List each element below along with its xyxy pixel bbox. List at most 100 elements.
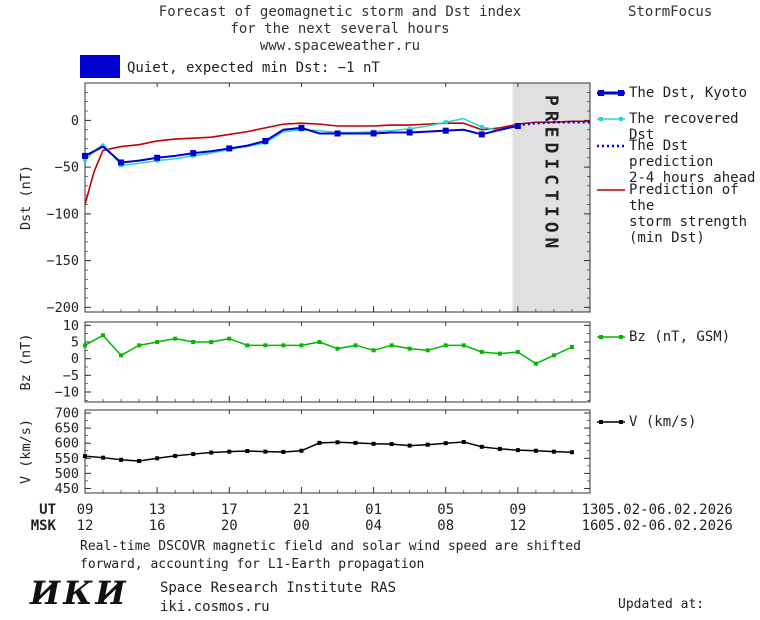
- x-axis-text: UT: [39, 502, 56, 518]
- v-line-sample: [596, 416, 626, 428]
- x-axis-text: 09: [509, 502, 526, 518]
- dst-recovered-marker: [83, 157, 87, 162]
- v-plot-ytick-label: 450: [55, 481, 79, 497]
- x-axis-text: 13: [582, 502, 599, 518]
- v-marker: [353, 440, 358, 445]
- v-plot-ytick-label: 550: [55, 451, 79, 467]
- dst-kyoto-marker: [226, 145, 233, 152]
- dst-kyoto-marker: [514, 122, 521, 129]
- dst-kyoto-line-sample: [596, 87, 626, 99]
- storm-status-label: Quiet, expected min Dst: −1 nT: [127, 60, 380, 76]
- dst-kyoto-marker: [82, 152, 88, 159]
- bz-marker: [299, 343, 304, 348]
- dst-prediction-line: [517, 121, 590, 127]
- legend-dst-prediction-label: The Dst prediction 2-4 hours ahead: [629, 138, 760, 186]
- institute-name: Space Research Institute RAS: [160, 580, 397, 596]
- dst-recovered-marker: [443, 120, 448, 125]
- bz-marker: [317, 340, 322, 344]
- bz-marker: [353, 343, 358, 348]
- bz-plot-ytick-label: 10: [63, 318, 79, 334]
- x-axis-text: 01: [365, 502, 382, 518]
- institute-site: iki.cosmos.ru: [160, 599, 270, 615]
- dst-plot-ytick-label: 0: [71, 113, 79, 129]
- x-axis-text: 21: [293, 502, 310, 518]
- x-axis-text: 04: [365, 518, 382, 534]
- x-axis-text: 16: [582, 518, 599, 534]
- bz-marker: [407, 346, 412, 351]
- note-line2: forward, accounting for L1-Earth propaga…: [80, 557, 425, 572]
- x-axis-text: 17: [221, 502, 238, 518]
- bz-line: [84, 334, 573, 365]
- legend-dst-prediction-line1: The Dst prediction: [629, 138, 714, 170]
- storm-prediction-line: [84, 120, 590, 205]
- bz-marker: [515, 350, 520, 354]
- propagation-note: Real-time DSCOVR magnetic field and sola…: [80, 538, 581, 574]
- legend-dst-prediction-line2: 2-4 hours ahead: [629, 170, 756, 186]
- bz-plot-ylabel: Bz (nT): [18, 334, 34, 391]
- dst-plot-ytick-label: −200: [46, 300, 79, 316]
- stormfocus-brand: StormFocus: [628, 4, 713, 20]
- v-marker: [155, 456, 160, 461]
- x-axis-text: 09: [77, 502, 94, 518]
- bz-plot-ytick-label: −10: [55, 385, 79, 401]
- bz-marker: [119, 353, 124, 358]
- title-line-2: for the next several hours: [230, 21, 450, 37]
- dst-plot-ylabel: Dst (nT): [18, 165, 34, 230]
- x-axis-text: 16: [149, 518, 166, 534]
- x-axis-text: 05.02-06.02.2026: [598, 518, 733, 534]
- v-marker: [443, 441, 448, 446]
- dst-kyoto-marker: [370, 130, 377, 137]
- v-marker: [83, 454, 87, 459]
- note-line1: Real-time DSCOVR magnetic field and sola…: [80, 539, 581, 554]
- x-axis-labels: UTMSK0912131617202100010405080912131605.…: [31, 502, 733, 534]
- bz-line-sample: [596, 331, 626, 343]
- legend-storm-line3: (min Dst): [629, 230, 705, 246]
- x-axis-text: 05.02-06.02.2026: [598, 502, 733, 518]
- legend-storm-prediction-label: Prediction of the storm strength (min Ds…: [629, 182, 760, 246]
- legend-bz: Bz (nT, GSM): [596, 329, 730, 345]
- legend-v-label: V (km/s): [629, 414, 697, 430]
- dst-plot-ytick-label: −150: [46, 253, 79, 269]
- legend-recovered-dst-label: The recovered Dst: [629, 111, 739, 143]
- dst-plot: PREDICTION 0 −50 −100 −150 −200 Dst (nT): [18, 82, 591, 316]
- bz-marker: [191, 340, 196, 344]
- dst-recovered-marker: [407, 126, 412, 131]
- dst-plot-ytick-label: −50: [55, 160, 79, 176]
- bz-marker: [245, 343, 250, 348]
- bz-marker: [389, 343, 394, 348]
- v-marker: [515, 448, 520, 453]
- dst-kyoto-marker: [334, 130, 341, 137]
- bz-marker: [101, 333, 106, 338]
- x-axis-text: 12: [77, 518, 94, 534]
- v-plot-ytick-label: 650: [55, 421, 79, 437]
- v-marker: [425, 442, 430, 447]
- bz-marker: [335, 346, 340, 351]
- dst-plot-ytick-label: −100: [46, 206, 79, 222]
- updated-label: Updated at:: [618, 597, 705, 612]
- x-axis-text: 20: [221, 518, 238, 534]
- dst-kyoto-marker: [190, 150, 197, 157]
- iki-logo: ИКИ: [30, 574, 129, 612]
- v-marker: [407, 443, 412, 448]
- storm-level-swatch: [80, 55, 120, 78]
- dst-kyoto-marker: [298, 124, 305, 131]
- bz-marker: [461, 343, 466, 348]
- v-marker: [389, 442, 394, 447]
- page-title: Forecast of geomagnetic storm and Dst in…: [20, 4, 660, 55]
- v-marker: [173, 453, 178, 458]
- dst-kyoto-marker: [406, 129, 413, 136]
- bz-marker: [173, 336, 178, 341]
- v-plot-frame: [84, 409, 591, 494]
- v-marker: [245, 449, 250, 454]
- bz-plot-frame: [84, 321, 591, 403]
- v-marker: [371, 441, 376, 446]
- title-line-3-url: www.spaceweather.ru: [259, 38, 421, 54]
- dst-kyoto-marker: [478, 131, 485, 138]
- v-marker: [569, 450, 574, 455]
- prediction-band-label: PREDICTION: [541, 95, 562, 253]
- bz-marker: [137, 343, 142, 348]
- dst-recovered-marker: [479, 124, 484, 129]
- v-marker: [299, 448, 304, 453]
